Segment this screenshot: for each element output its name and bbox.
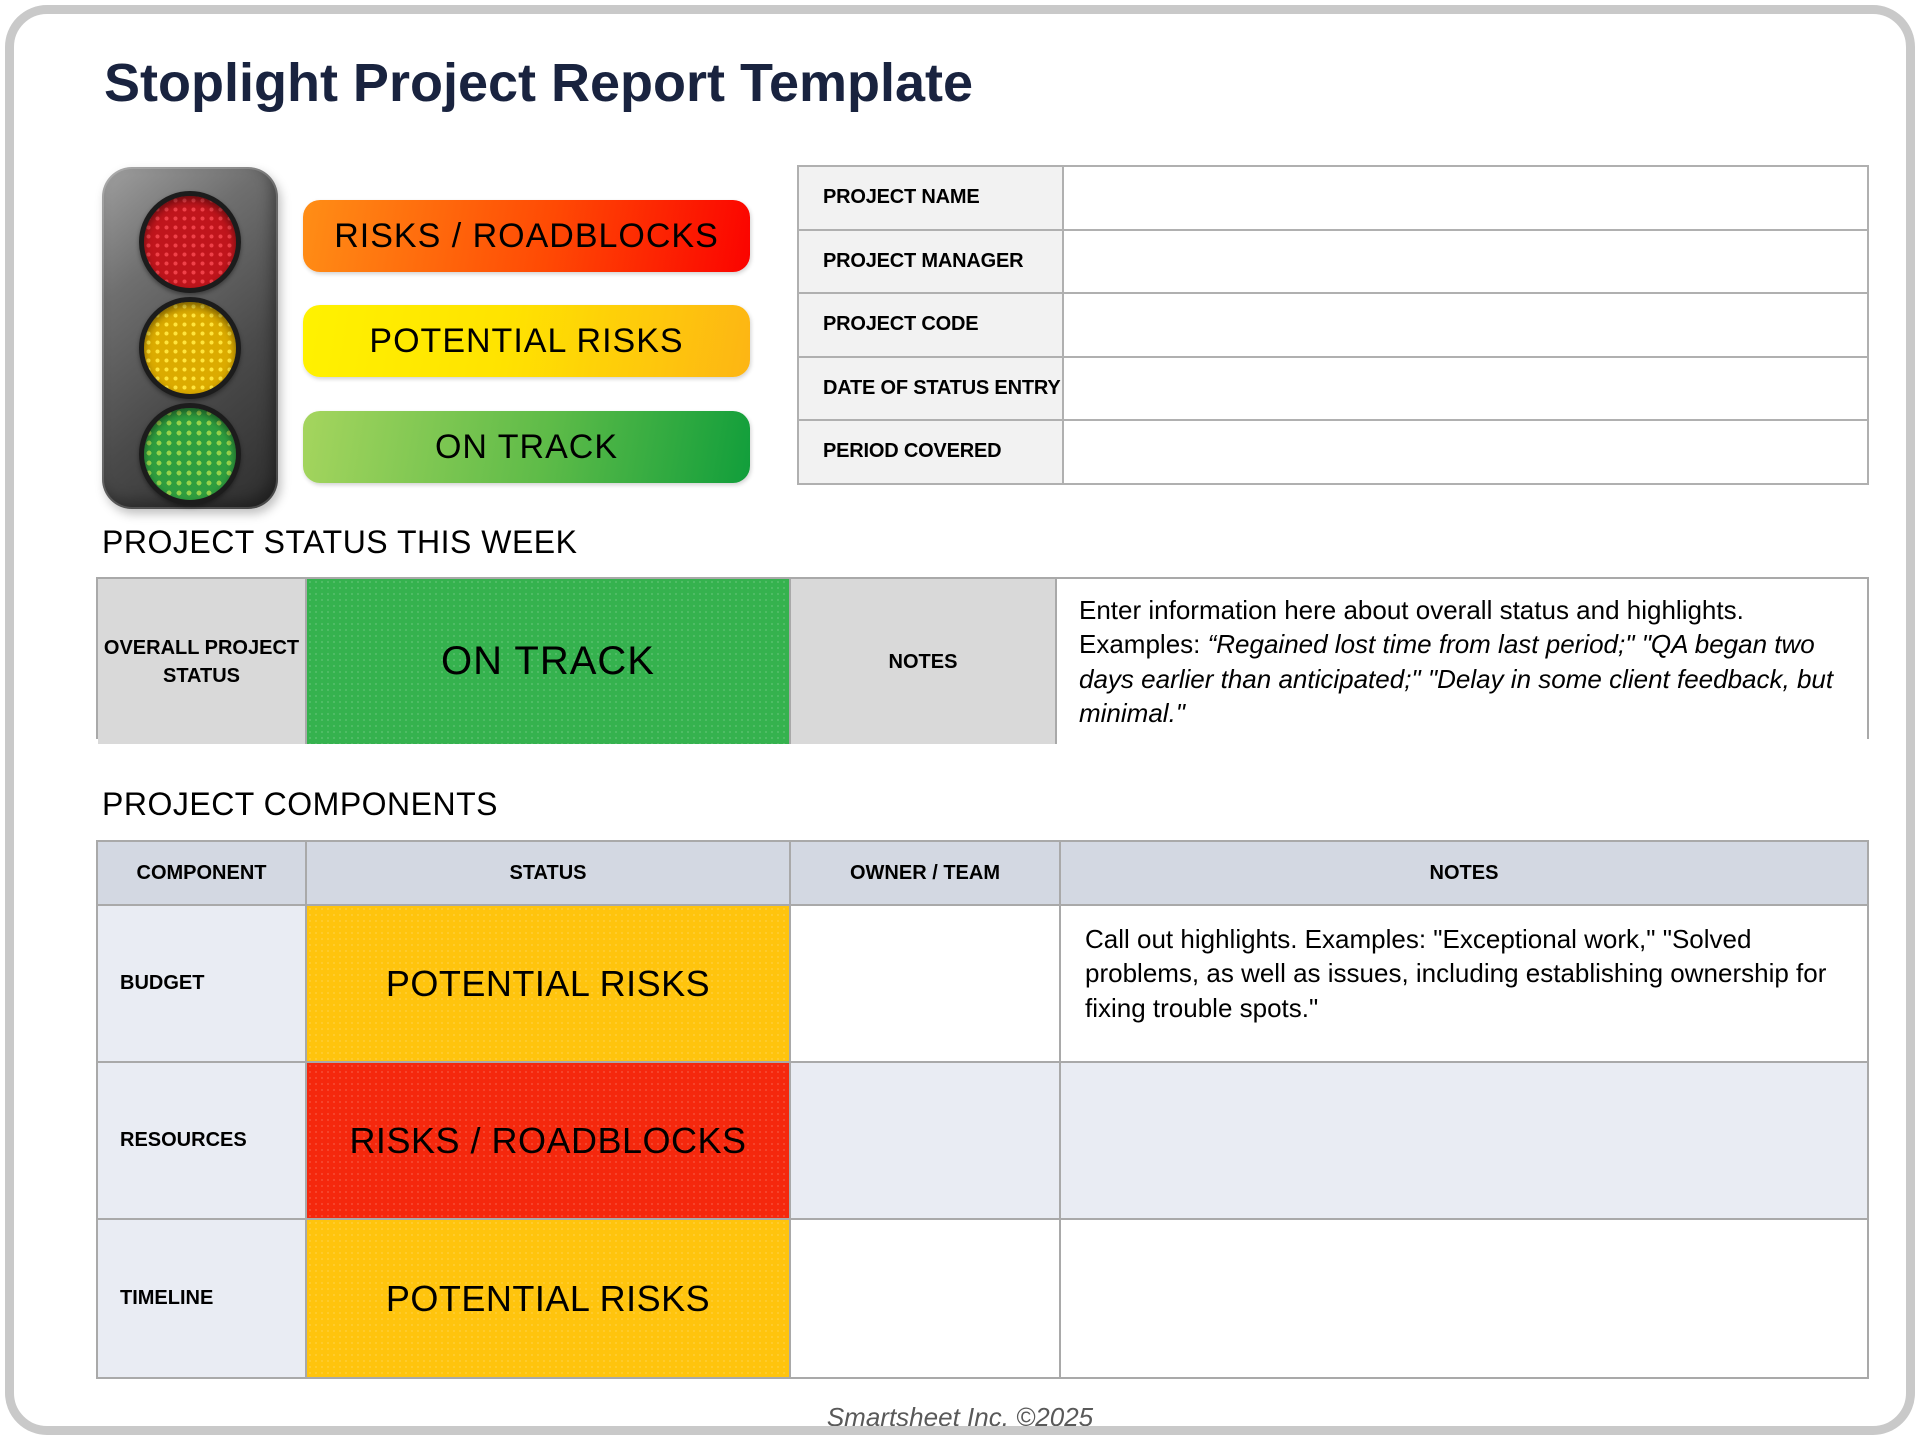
components-header-row: COMPONENT STATUS OWNER / TEAM NOTES bbox=[98, 842, 1867, 906]
project-code-field[interactable] bbox=[1064, 294, 1869, 358]
project-components-table: COMPONENT STATUS OWNER / TEAM NOTES BUDG… bbox=[96, 840, 1869, 1379]
stoplight-graphic bbox=[102, 167, 278, 509]
notes-column-header: NOTES bbox=[1061, 842, 1867, 906]
stoplight-yellow-light-icon bbox=[139, 297, 241, 399]
stoplight-red-light-icon bbox=[139, 191, 241, 293]
legend-badge-potential-risks: POTENTIAL RISKS bbox=[303, 305, 750, 377]
date-of-status-entry-field[interactable] bbox=[1064, 357, 1869, 421]
project-manager-field[interactable] bbox=[1064, 230, 1869, 294]
budget-notes-text[interactable]: Call out highlights. Examples: "Exceptio… bbox=[1061, 906, 1867, 1063]
component-name-timeline: TIMELINE bbox=[98, 1220, 307, 1377]
status-notes-intro: Enter information here about overall sta… bbox=[1079, 595, 1744, 660]
timeline-status-cell: POTENTIAL RISKS bbox=[307, 1220, 791, 1377]
budget-owner-field[interactable] bbox=[791, 906, 1061, 1063]
resources-status-cell: RISKS / ROADBLOCKS bbox=[307, 1063, 791, 1220]
component-name-budget: BUDGET bbox=[98, 906, 307, 1063]
period-covered-label: PERIOD COVERED bbox=[799, 421, 1064, 485]
resources-owner-field[interactable] bbox=[791, 1063, 1061, 1220]
legend-badge-on-track: ON TRACK bbox=[303, 411, 750, 483]
date-of-status-entry-label: DATE OF STATUS ENTRY bbox=[799, 357, 1064, 421]
status-notes-examples: “Regained lost time from last period;" "… bbox=[1079, 629, 1834, 728]
project-name-label: PROJECT NAME bbox=[799, 167, 1064, 231]
report-page: Stoplight Project Report Template RISKS … bbox=[5, 5, 1915, 1435]
resources-notes-field[interactable] bbox=[1061, 1063, 1867, 1220]
status-column-header: STATUS bbox=[307, 842, 791, 906]
project-manager-label: PROJECT MANAGER bbox=[799, 230, 1064, 294]
project-info-table: PROJECT NAME PROJECT MANAGER PROJECT COD… bbox=[797, 165, 1869, 485]
status-notes-text[interactable]: Enter information here about overall sta… bbox=[1057, 579, 1867, 745]
footer-copyright: Smartsheet Inc. ©2025 bbox=[826, 1402, 1094, 1432]
project-code-label: PROJECT CODE bbox=[799, 294, 1064, 358]
owner-team-column-header: OWNER / TEAM bbox=[791, 842, 1061, 906]
timeline-notes-field[interactable] bbox=[1061, 1220, 1867, 1377]
project-status-table: OVERALL PROJECT STATUS ON TRACK NOTES En… bbox=[96, 577, 1869, 745]
status-section-heading: PROJECT STATUS THIS WEEK bbox=[102, 524, 578, 560]
legend-badge-risks: RISKS / ROADBLOCKS bbox=[303, 200, 750, 272]
page-title: Stoplight Project Report Template bbox=[104, 53, 974, 113]
table-row-timeline: TIMELINE POTENTIAL RISKS bbox=[98, 1220, 1867, 1377]
period-covered-field[interactable] bbox=[1064, 421, 1869, 485]
timeline-owner-field[interactable] bbox=[791, 1220, 1061, 1377]
component-column-header: COMPONENT bbox=[98, 842, 307, 906]
project-name-field[interactable] bbox=[1064, 167, 1869, 231]
status-notes-label: NOTES bbox=[791, 579, 1057, 745]
components-section-heading: PROJECT COMPONENTS bbox=[102, 786, 498, 822]
overall-status-value: ON TRACK bbox=[307, 579, 791, 745]
overall-project-status-label: OVERALL PROJECT STATUS bbox=[98, 579, 307, 745]
component-name-resources: RESOURCES bbox=[98, 1063, 307, 1220]
budget-status-cell: POTENTIAL RISKS bbox=[307, 906, 791, 1063]
table-row-budget: BUDGET POTENTIAL RISKS Call out highligh… bbox=[98, 906, 1867, 1063]
stoplight-green-light-icon bbox=[139, 403, 241, 505]
table-row-resources: RESOURCES RISKS / ROADBLOCKS bbox=[98, 1063, 1867, 1220]
